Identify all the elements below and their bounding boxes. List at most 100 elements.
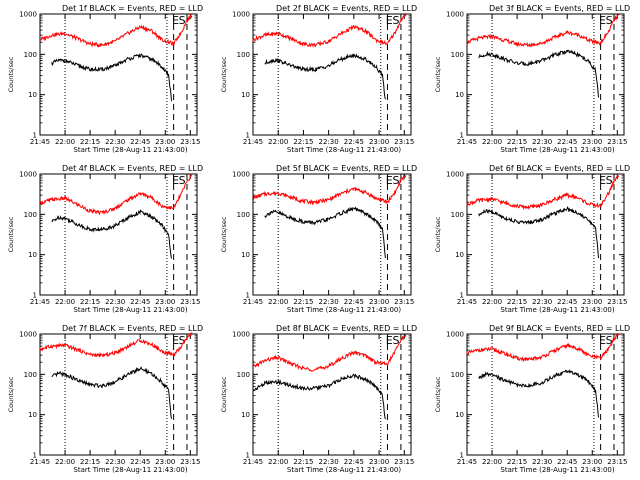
y-tick-label: 1000 xyxy=(232,331,250,339)
plot-frame xyxy=(466,13,625,136)
x-tick-label: 22:15 xyxy=(507,458,527,466)
lld-series-line xyxy=(39,332,193,358)
x-axis-label: Start Time (28-Aug-11 21:43:00) xyxy=(287,466,401,474)
x-tick-label: 22:00 xyxy=(268,138,288,146)
events-series-line xyxy=(51,366,172,419)
x-tick-label: 23:00 xyxy=(155,138,175,146)
y-tick-label: 100 xyxy=(237,211,250,219)
x-tick-label: 22:00 xyxy=(482,458,502,466)
events-series-line xyxy=(264,206,386,259)
x-tick-label: 22:15 xyxy=(293,458,313,466)
y-tick-label: 1000 xyxy=(446,171,464,179)
panel-title: Det 8f BLACK = Events, RED = LLD xyxy=(276,324,417,333)
panel-title: Det 5f BLACK = Events, RED = LLD xyxy=(276,164,417,173)
panel-title: Det 6f BLACK = Events, RED = LLD xyxy=(489,164,630,173)
lld-series-line xyxy=(252,174,407,206)
events-series-line xyxy=(51,209,172,259)
marker-s: S xyxy=(179,174,186,187)
lld-series-line xyxy=(39,174,193,216)
lld-series-line xyxy=(466,174,620,211)
x-tick-label: 23:00 xyxy=(582,458,602,466)
panel-title: Det 4f BLACK = Events, RED = LLD xyxy=(62,164,203,173)
x-tick-label: 23:00 xyxy=(369,138,389,146)
panel-title: Det 7f BLACK = Events, RED = LLD xyxy=(62,324,203,333)
y-tick-label: 1000 xyxy=(446,331,464,339)
x-tick-label: 22:30 xyxy=(105,298,125,306)
events-series-line xyxy=(478,368,599,418)
x-tick-label: 22:30 xyxy=(532,298,552,306)
panel-7: Det 7f BLACK = Events, RED = LLD 1 10 100 10… xyxy=(7,324,203,474)
x-tick-label: 21:45 xyxy=(30,138,50,146)
x-axis-label: Start Time (28-Aug-11 21:43:00) xyxy=(500,146,614,154)
x-tick-label: 23:00 xyxy=(582,138,602,146)
marker-e: E xyxy=(172,14,179,27)
events-series-line xyxy=(478,206,599,259)
y-axis-label: Counts/sec xyxy=(7,56,15,92)
x-tick-label: 23:15 xyxy=(394,138,414,146)
y-tick-label: 10 xyxy=(241,91,250,99)
y-axis-label: Counts/sec xyxy=(220,216,228,252)
x-axis-label: Start Time (28-Aug-11 21:43:00) xyxy=(73,466,187,474)
x-tick-label: 22:30 xyxy=(532,458,552,466)
panel-2: Det 2f BLACK = Events, RED = LLD 1 10 100 10… xyxy=(220,4,417,154)
y-tick-label: 100 xyxy=(237,51,250,59)
x-tick-label: 21:45 xyxy=(30,458,50,466)
x-tick-label: 22:30 xyxy=(319,138,339,146)
x-tick-label: 22:00 xyxy=(55,298,75,306)
y-tick-label: 1 xyxy=(460,292,464,300)
x-tick-label: 22:15 xyxy=(507,298,527,306)
panel-5: Det 5f BLACK = Events, RED = LLD 1 10 100 10… xyxy=(220,164,417,314)
y-tick-label: 1 xyxy=(460,452,464,460)
x-tick-label: 22:30 xyxy=(105,138,125,146)
marker-e: E xyxy=(386,174,393,187)
marker-s: S xyxy=(606,14,613,27)
marker-e: E xyxy=(386,14,393,27)
x-tick-label: 23:00 xyxy=(155,458,175,466)
plot-frame xyxy=(466,173,625,296)
marker-e: E xyxy=(599,14,606,27)
x-tick-label: 21:45 xyxy=(243,138,263,146)
events-series-line xyxy=(51,53,172,102)
y-tick-label: 1 xyxy=(246,292,250,300)
y-axis-label: Counts/sec xyxy=(434,56,442,92)
plot-frame xyxy=(39,333,198,456)
panel-title: Det 2f BLACK = Events, RED = LLD xyxy=(276,4,417,13)
x-tick-label: 21:45 xyxy=(30,298,50,306)
x-axis-label: Start Time (28-Aug-11 21:43:00) xyxy=(500,306,614,314)
marker-s: S xyxy=(606,334,613,347)
y-axis-label: Counts/sec xyxy=(220,376,228,412)
marker-s: S xyxy=(393,174,400,187)
y-tick-label: 10 xyxy=(455,91,464,99)
y-tick-label: 10 xyxy=(455,411,464,419)
plot-frame xyxy=(252,173,412,296)
x-tick-label: 23:00 xyxy=(369,458,389,466)
x-axis-label: Start Time (28-Aug-11 21:43:00) xyxy=(73,306,187,314)
y-tick-label: 100 xyxy=(24,51,37,59)
y-tick-label: 10 xyxy=(241,411,250,419)
marker-e: E xyxy=(172,334,179,347)
y-axis-label: Counts/sec xyxy=(7,216,15,252)
panel-9: Det 9f BLACK = Events, RED = LLD 1 10 100 10… xyxy=(434,324,630,474)
y-tick-label: 1000 xyxy=(19,11,37,19)
y-tick-label: 1 xyxy=(246,132,250,140)
marker-e: E xyxy=(599,174,606,187)
x-tick-label: 21:45 xyxy=(457,138,477,146)
plot-frame xyxy=(252,13,412,136)
panel-1: Det 1f BLACK = Events, RED = LLD 1 10 100 10… xyxy=(7,4,203,154)
x-tick-label: 21:45 xyxy=(243,458,263,466)
x-tick-label: 22:00 xyxy=(55,138,75,146)
x-tick-label: 23:15 xyxy=(180,458,200,466)
plot-frame xyxy=(466,333,625,456)
y-tick-label: 10 xyxy=(455,251,464,259)
y-axis-label: Counts/sec xyxy=(434,376,442,412)
y-tick-label: 1000 xyxy=(19,171,37,179)
y-axis-label: Counts/sec xyxy=(434,216,442,252)
x-tick-label: 22:45 xyxy=(130,138,150,146)
marker-s: S xyxy=(393,14,400,27)
events-series-line xyxy=(252,373,386,420)
x-tick-label: 22:45 xyxy=(557,298,577,306)
marker-s: S xyxy=(179,14,186,27)
x-tick-label: 22:30 xyxy=(105,458,125,466)
x-tick-label: 23:15 xyxy=(607,298,627,306)
